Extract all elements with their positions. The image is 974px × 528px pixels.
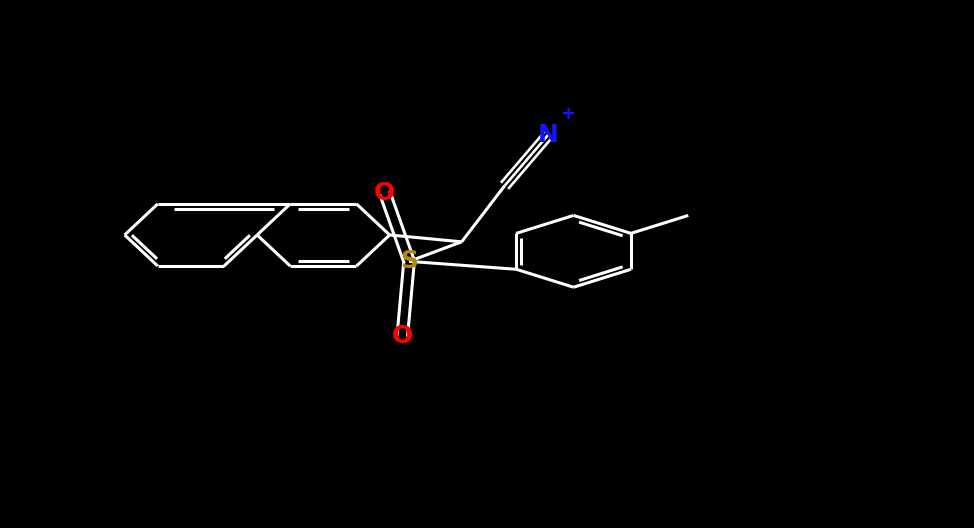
Text: +: + xyxy=(560,105,576,122)
Text: N: N xyxy=(538,122,559,147)
Text: O: O xyxy=(392,324,413,348)
Text: O: O xyxy=(374,181,395,205)
Text: S: S xyxy=(400,249,418,274)
